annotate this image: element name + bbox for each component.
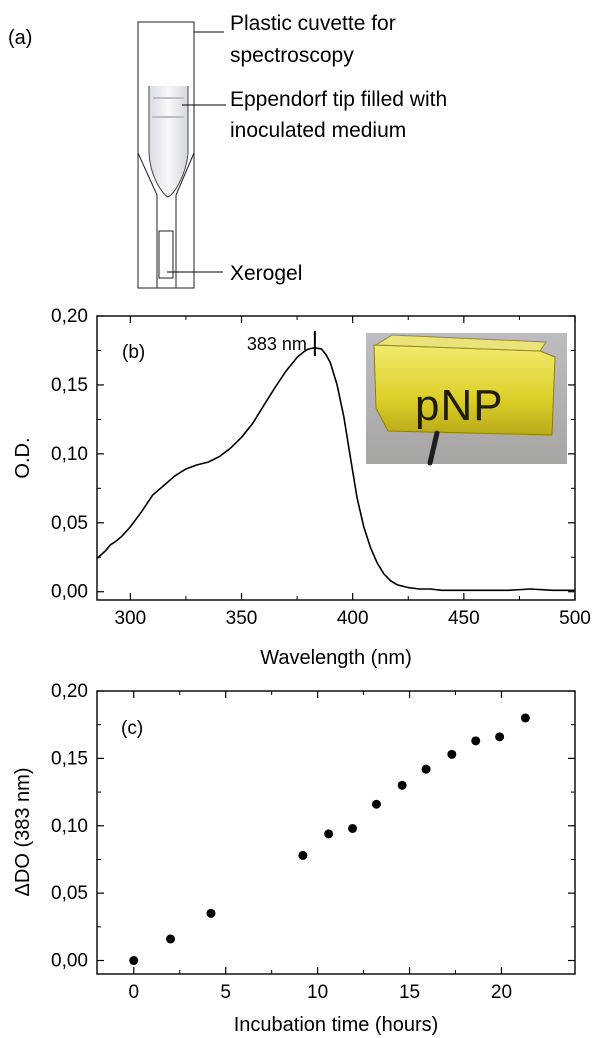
panel-b-label: (b) (122, 342, 145, 363)
y-tick-label: 0,00 (51, 951, 88, 972)
tip-liquid (149, 86, 188, 197)
y-tick-label: 0,20 (51, 306, 88, 327)
y-tick-label: 0,20 (51, 681, 88, 702)
data-point (371, 799, 381, 809)
panel-a: (a) Plastic cuvette for spectr (8, 12, 447, 289)
data-point (520, 713, 530, 723)
x-tick-label: 350 (226, 608, 258, 629)
x-tick-label: 5 (220, 982, 231, 1003)
panel-b-x-axis-label: Wavelength (nm) (260, 647, 412, 669)
y-tick-label: 0,10 (51, 816, 88, 837)
data-point (129, 956, 139, 966)
x-tick-label: 20 (491, 982, 512, 1003)
x-tick-label: 10 (307, 982, 328, 1003)
data-point (397, 780, 407, 790)
y-tick-label: 0,15 (51, 375, 88, 396)
x-tick-label: 450 (448, 608, 480, 629)
y-tick-label: 0,00 (51, 582, 88, 603)
cuvette-callout-line1: Plastic cuvette for (230, 12, 396, 35)
data-point (447, 749, 457, 759)
panel-b-tick-labels: 300 350 400 450 500 0,00 0,05 0,10 0,15 0,20 (51, 306, 591, 629)
y-tick-label: 0,10 (51, 444, 88, 465)
y-tick-label: 0,05 (51, 513, 88, 534)
xerogel-callout: Xerogel (230, 262, 302, 285)
panel-c-plot-frame (96, 690, 576, 975)
panel-c-label: (c) (121, 718, 143, 739)
cuvette-callout-line2: spectroscopy (230, 44, 354, 67)
inset-photo-marker-stroke (427, 430, 440, 466)
data-point (421, 764, 431, 774)
y-tick-label: 0,05 (51, 883, 88, 904)
y-tick-label: 0,15 (51, 748, 88, 769)
tip-callout-line2: inoculated medium (230, 119, 406, 142)
panel-c-tick-labels: 0 5 10 15 20 0,00 0,05 0,10 0,15 0,20 (51, 681, 512, 1003)
x-tick-label: 0 (128, 982, 139, 1003)
eppendorf-tip (148, 86, 189, 198)
x-tick-label: 500 (559, 608, 591, 629)
spectrum-line (96, 346, 575, 592)
data-point (166, 934, 176, 944)
x-tick-label: 15 (399, 982, 420, 1003)
inset-photo: pNP (366, 333, 567, 466)
panel-c-ticks (97, 690, 575, 974)
data-point (206, 908, 216, 918)
xerogel (158, 230, 174, 279)
data-point (324, 829, 334, 839)
inset-photo-xerogel-top (374, 334, 547, 352)
data-point (471, 736, 481, 746)
inset-photo-writing: pNP (415, 381, 504, 430)
panel-c-y-axis-label: ΔDO (383 nm) (12, 768, 34, 897)
tip-callout-line1: Eppendorf tip filled with (230, 88, 447, 111)
panel-c-points (129, 713, 530, 966)
panel-c-chart: 0 5 10 15 20 0,00 0,05 0,10 0,15 0,20 (c) Incubat… (12, 681, 576, 1036)
panel-b-y-axis-label: O.D. (12, 437, 34, 478)
data-point (348, 823, 358, 833)
data-point (495, 732, 505, 742)
x-tick-label: 300 (114, 608, 146, 629)
panel-a-label: (a) (8, 27, 32, 49)
x-tick-label: 400 (337, 608, 369, 629)
peak-annotation: 383 nm (247, 334, 307, 354)
panel-c-x-axis-label: Incubation time (hours) (234, 1014, 439, 1036)
cuvette-diagram (137, 21, 226, 289)
data-point (298, 850, 308, 860)
